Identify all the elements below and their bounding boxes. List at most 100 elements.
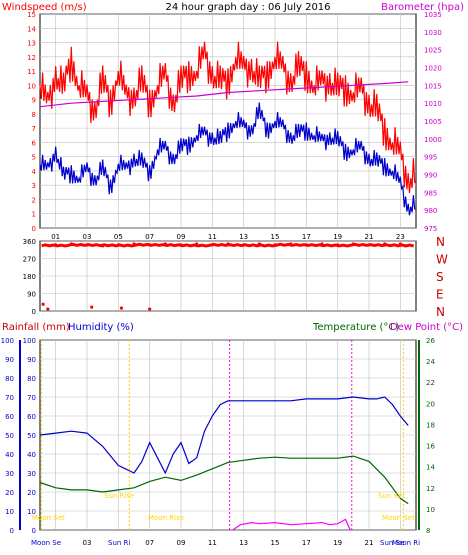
wind-direction-point — [101, 244, 105, 248]
bottom-hour-tick: 03 — [83, 539, 92, 547]
wind-direction-point — [69, 242, 73, 246]
windspeed-tick-label: 9 — [32, 97, 36, 105]
wind-hour-tick: 07 — [145, 233, 154, 241]
humidity-tick-label: 100 — [23, 337, 36, 345]
wind-hour-tick: 03 — [83, 233, 92, 241]
wind-hour-tick: 17 — [302, 233, 311, 241]
barometer-tick-label: 1000 — [424, 136, 442, 144]
compass-label-s: S — [436, 270, 444, 284]
humidity-tick-label: 90 — [27, 356, 36, 364]
moon-rise-label: Moon Rise — [148, 514, 184, 522]
windspeed-tick-label: 13 — [27, 40, 36, 48]
sun-set-axis-label: Sun Se — [380, 539, 404, 547]
compass-label-n: N — [436, 305, 445, 319]
windspeed-tick-label: 1 — [32, 211, 36, 219]
barometer-tick-label: 1025 — [424, 47, 442, 55]
windspeed-tick-label: 8 — [32, 111, 36, 119]
bottom-hour-tick: 15 — [271, 539, 280, 547]
humidity-tick-label: 40 — [27, 451, 36, 459]
plot-frame-1 — [39, 13, 417, 229]
wind-direction-point — [179, 243, 183, 247]
direction-tick-label: 0 — [32, 308, 36, 316]
chart-title: 24 hour graph day : 06 July 2016 — [165, 2, 330, 13]
barometer-tick-label: 975 — [424, 225, 437, 233]
series-humidity — [39, 396, 409, 475]
wind-direction-point — [320, 242, 324, 246]
wind-direction-point — [273, 243, 277, 247]
windspeed-axis-title: Windspeed (m/s) — [2, 2, 87, 13]
wind-direction-point — [148, 307, 152, 311]
wind-direction-point — [398, 242, 402, 246]
barometer-tick-label: 1035 — [424, 11, 442, 19]
bottom-hour-tick: 21 — [365, 539, 374, 547]
rainfall-tick-label: 90 — [5, 356, 14, 364]
wind-hour-tick: 21 — [365, 233, 374, 241]
temperature-tick-label: 26 — [426, 337, 435, 345]
humidity-tick-label: 30 — [27, 470, 36, 478]
bottom-hour-tick: 19 — [333, 539, 342, 547]
wind-direction-point — [226, 242, 230, 246]
wind-direction-point — [304, 243, 308, 247]
temperature-tick-label: 14 — [426, 464, 435, 472]
wind-direction-point — [148, 243, 152, 247]
series-windspeed — [39, 41, 416, 194]
rainfall-tick-label: 100 — [1, 337, 14, 345]
wind-direction-point — [367, 243, 371, 247]
wind-direction-point — [90, 305, 94, 309]
moon-set-label: Moon Set — [32, 514, 65, 522]
windspeed-tick-label: 11 — [27, 68, 36, 76]
barometer-tick-label: 1030 — [424, 29, 442, 37]
rainfall-tick-label: 30 — [5, 470, 14, 478]
rainfall-tick-label: 60 — [5, 413, 14, 421]
temperature-tick-label: 22 — [426, 379, 435, 387]
barometer-tick-label: 985 — [424, 189, 437, 197]
wind-direction-point — [163, 242, 167, 246]
rainfall-axis-title: Rainfall (mm) — [2, 322, 70, 333]
temperature-tick-label: 8 — [426, 527, 430, 535]
sun-rise-label: Sun Rise — [104, 492, 134, 500]
temperature-tick-label: 12 — [426, 485, 435, 493]
temperature-tick-label: 10 — [426, 506, 435, 514]
bottom-hour-tick: 07 — [145, 539, 154, 547]
dewpoint-axis-title: Dew Point (°C) — [390, 322, 463, 333]
wind-direction-point — [116, 243, 120, 247]
wind-direction-point — [41, 302, 45, 306]
direction-tick-label: 180 — [23, 273, 36, 281]
windspeed-tick-label: 7 — [32, 125, 36, 133]
wind-direction-point — [242, 243, 246, 247]
sun-rise-axis-label: Sun Ri — [108, 539, 130, 547]
barometer-tick-label: 995 — [424, 154, 437, 162]
wind-direction-point — [289, 242, 293, 246]
rainfall-tick-label: 50 — [5, 432, 14, 440]
rainfall-tick-label: 70 — [5, 394, 14, 402]
sun-set-label: Sun Set — [378, 492, 405, 500]
compass-label-w: W — [436, 253, 448, 267]
windspeed-tick-label: 6 — [32, 139, 37, 147]
temperature-tick-label: 16 — [426, 443, 435, 451]
barometer-tick-label: 1010 — [424, 100, 442, 108]
barometer-tick-label: 1005 — [424, 118, 442, 126]
temperature-tick-label: 24 — [426, 358, 435, 366]
compass-label-e: E — [436, 288, 444, 302]
direction-tick-label: 360 — [23, 238, 36, 246]
moon-set-label-2: Moon Set — [382, 514, 415, 522]
barometer-tick-label: 980 — [424, 207, 437, 215]
wind-direction-point — [351, 242, 355, 246]
windspeed-tick-label: 0 — [32, 225, 36, 233]
bottom-hour-tick: 09 — [177, 539, 186, 547]
rainfall-tick-label: 80 — [5, 375, 14, 383]
wind-direction-point — [54, 243, 58, 247]
wind-hour-tick: 15 — [271, 233, 280, 241]
wind-direction-point — [383, 242, 387, 246]
wind-hour-tick: 09 — [177, 233, 186, 241]
series-avg — [39, 102, 416, 216]
humidity-axis-title: Humidity (%) — [68, 322, 134, 333]
series-barometer — [39, 81, 409, 108]
sun-moon-labels: Moon Se Sun Ri Sun Se Moon Ri Moon Set S… — [31, 492, 420, 547]
rainfall-tick-label: 40 — [5, 451, 14, 459]
windspeed-tick-label: 5 — [32, 154, 36, 162]
windspeed-tick-label: 2 — [32, 196, 36, 204]
humidity-tick-label: 50 — [27, 432, 36, 440]
moon-set-axis-label: Moon Se — [31, 539, 61, 547]
rainfall-tick-label: 20 — [5, 489, 14, 497]
